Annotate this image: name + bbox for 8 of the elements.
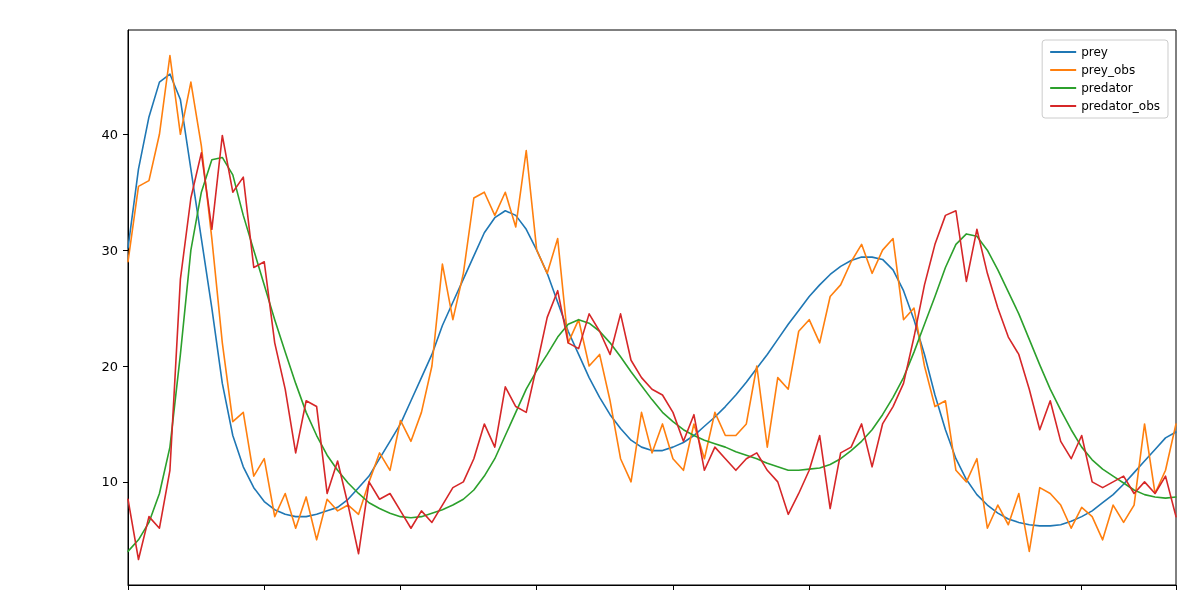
legend-label: prey bbox=[1081, 45, 1108, 59]
y-tick-label: 20 bbox=[101, 358, 118, 374]
y-tick-label: 30 bbox=[101, 242, 118, 258]
legend-label: predator bbox=[1081, 81, 1133, 95]
legend-label: predator_obs bbox=[1081, 99, 1161, 113]
legend-label: prey_obs bbox=[1081, 63, 1136, 77]
y-tick-label: 40 bbox=[101, 126, 118, 142]
y-tick-label: 10 bbox=[101, 474, 118, 490]
